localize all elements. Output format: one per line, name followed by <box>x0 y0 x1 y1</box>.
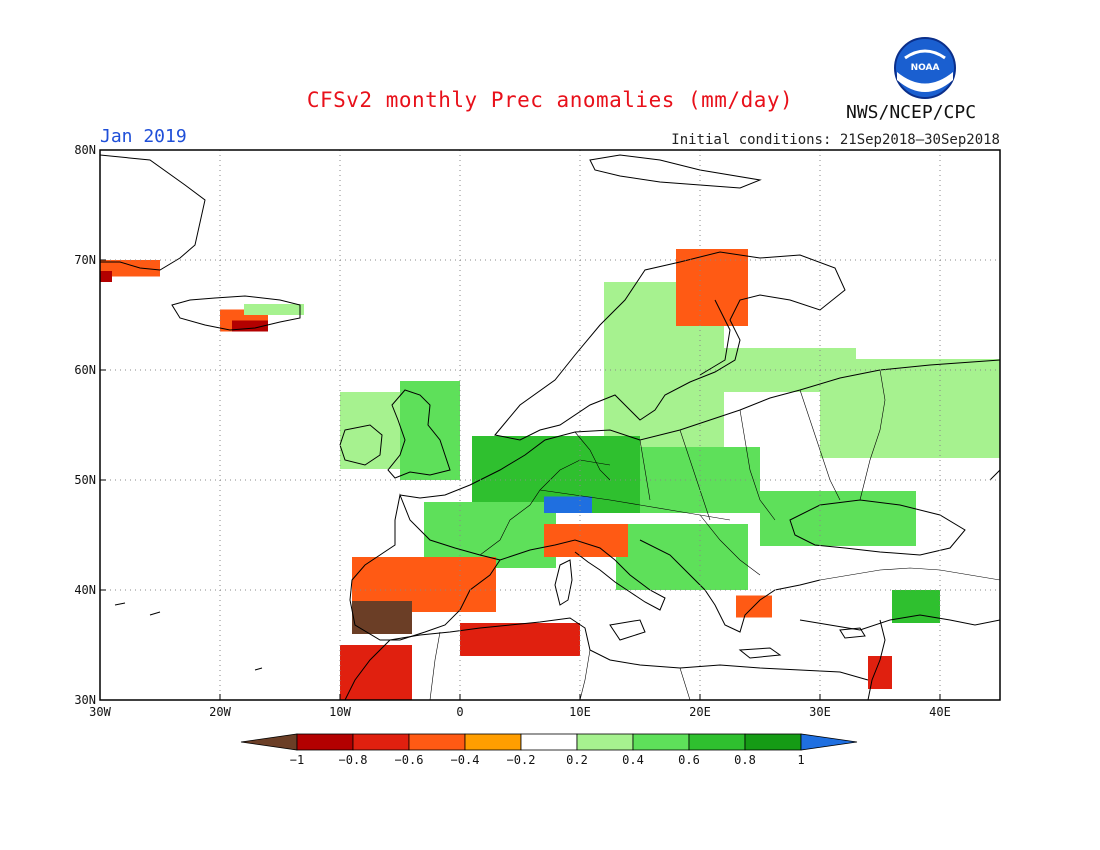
colorbar-arrow-high <box>800 733 858 751</box>
colorbar-segment-0 <box>296 733 354 751</box>
anomaly-cell-19 <box>352 601 412 634</box>
x-tick-label: 10W <box>329 705 351 719</box>
colorbar-label: −0.2 <box>507 753 536 767</box>
latitude-ticks: 30N 40N 50N 60N 70N 80N <box>74 143 106 707</box>
colorbar-label: −0.6 <box>395 753 424 767</box>
colorbar-label: −1 <box>290 753 304 767</box>
x-tick-label: 20W <box>209 705 231 719</box>
colorbar-segment-2 <box>408 733 466 751</box>
colorbar-segment-4 <box>520 733 578 751</box>
colorbar-segment-6 <box>632 733 690 751</box>
colorbar-label: 0.4 <box>622 753 644 767</box>
map-title: CFSv2 monthly Prec anomalies (mm/day) <box>306 88 794 112</box>
colorbar-label: −0.8 <box>339 753 368 767</box>
colorbar-label: 0.2 <box>566 753 588 767</box>
noaa-logo-text: NOAA <box>911 63 940 73</box>
initial-conditions: Initial conditions: 21Sep2018–30Sep2018 <box>671 132 1000 148</box>
colorbar-segment-3 <box>464 733 522 751</box>
x-tick-label: 40E <box>929 705 951 719</box>
anomaly-cell-14 <box>616 524 748 590</box>
y-tick-label: 50N <box>74 473 96 487</box>
anomaly-cell-0 <box>100 260 160 277</box>
x-tick-label: 10E <box>569 705 591 719</box>
anomaly-cell-7 <box>820 359 1000 458</box>
x-tick-label: 0 <box>456 705 463 719</box>
x-tick-label: 20E <box>689 705 711 719</box>
x-tick-label: 30E <box>809 705 831 719</box>
anomaly-cell-24 <box>868 656 892 689</box>
anomaly-cell-9 <box>400 381 460 480</box>
colorbar-segment-5 <box>576 733 634 751</box>
colorbar-label: 0.6 <box>678 753 700 767</box>
colorbar-arrow-low <box>240 733 298 751</box>
anomaly-cell-21 <box>340 645 412 700</box>
longitude-ticks: 30W 20W 10W 0 10E 20E 30E 40E <box>89 694 951 719</box>
y-tick-label: 60N <box>74 363 96 377</box>
anomaly-cell-8 <box>340 392 400 469</box>
colorbar-segment-1 <box>352 733 410 751</box>
colorbar-label: 0.8 <box>734 753 756 767</box>
agency-label: NWS/NCEP/CPC <box>846 102 977 123</box>
y-tick-label: 70N <box>74 253 96 267</box>
colorbar-segment-8 <box>744 733 802 751</box>
anomaly-cell-1 <box>100 271 112 282</box>
anomaly-cell-17 <box>544 524 628 557</box>
colorbar-label: 1 <box>797 753 804 767</box>
anomaly-cell-22 <box>676 249 748 326</box>
lat-lon-grid <box>100 150 1000 700</box>
anomaly-cell-4 <box>244 304 304 315</box>
y-tick-label: 40N <box>74 583 96 597</box>
colorbar-label: −0.4 <box>451 753 480 767</box>
y-tick-label: 80N <box>74 143 96 157</box>
anomaly-cell-3 <box>232 320 268 332</box>
y-tick-label: 30N <box>74 693 96 707</box>
forecast-month: Jan 2019 <box>100 126 187 147</box>
x-tick-label: 30W <box>89 705 111 719</box>
anomaly-cell-13 <box>544 496 592 513</box>
noaa-logo-icon: NOAA <box>894 37 956 99</box>
colorbar-segment-7 <box>688 733 746 751</box>
anomaly-cell-15 <box>760 491 916 546</box>
plot-frame <box>99 149 1001 701</box>
color-bar: −1 −0.8 −0.6 −0.4 −0.2 0.2 0.4 0.6 0.8 1 <box>240 733 858 767</box>
